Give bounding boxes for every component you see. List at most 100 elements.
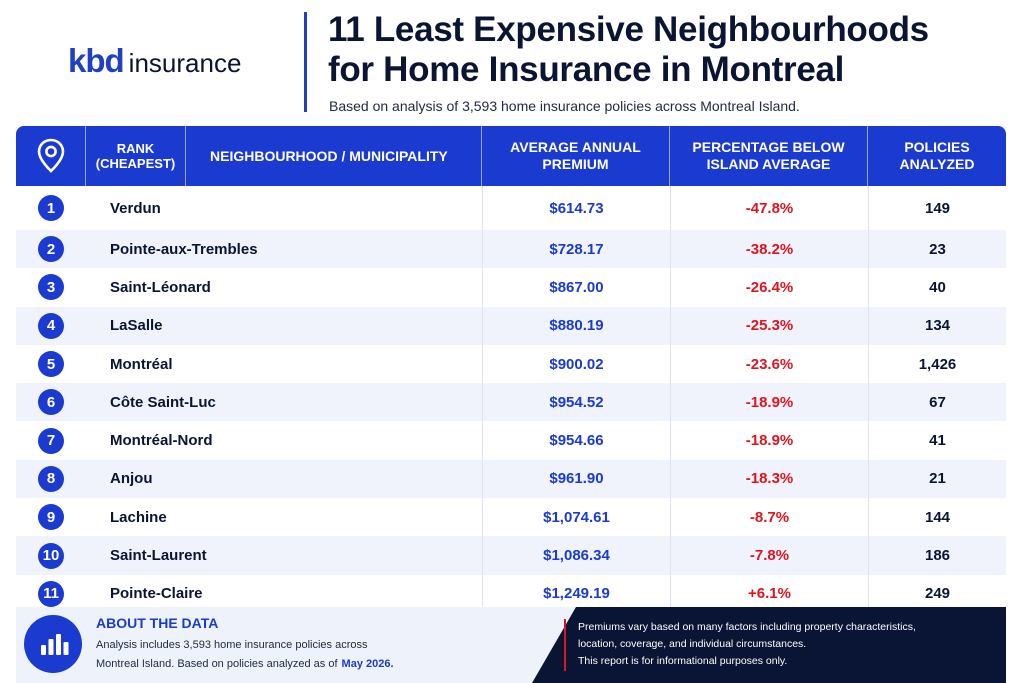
policies-cell: 186 [868,536,1006,575]
neighbourhood-cell: Montréal-Nord [110,432,213,450]
rank-badge: 5 [38,351,64,378]
about-line-1: Analysis includes 3,593 home insurance p… [96,639,368,651]
neighbourhood-cell: Anjou [110,470,153,488]
neighbourhood-cell: Côte Saint-Luc [110,393,216,411]
logo-brand: kbd [68,42,125,79]
rank-badge: 11 [38,580,64,607]
rank-badge: 2 [38,236,64,263]
premium-cell: $1,249.19 [482,574,670,613]
header-premium-l2: PREMIUM [542,156,609,172]
rank-badge: 4 [38,312,64,339]
table-row: 3 Saint-Léonard $867.00 -26.4% 40 [16,268,1006,307]
title-line-1: 11 Least Expensive Neighbourhoods [328,10,929,49]
percentage-cell: -18.9% [670,383,868,422]
table-row: 10 Saint-Laurent $1,086.34 -7.8% 186 [16,536,1006,575]
table-body: 1 Verdun $614.73 -47.8% 149 2 Pointe-aux-Tremb… [16,186,1006,613]
rank-cell: 8 [16,460,86,498]
premium-cell: $1,086.34 [482,536,670,575]
rank-cell: 1 [16,186,86,230]
premium-cell: $954.52 [482,383,670,422]
header: kbd insurance 11 Least Expensive Neighbo… [0,0,1024,120]
rank-cell: 4 [16,307,86,345]
ranking-table: RANK (CHEAPEST) NEIGHBOURHOOD / MUNICIPA… [16,126,1006,613]
rank-badge: 3 [38,274,64,301]
bar-chart-icon [41,634,69,655]
header-policies-l1: POLICIES [904,139,970,155]
header-divider [304,12,307,112]
percentage-cell: -23.6% [670,344,868,384]
premium-cell: $614.73 [482,186,670,230]
page-title: 11 Least Expensive Neighbourhoods for Ho… [328,10,929,90]
rank-cell: 11 [16,575,86,613]
about-line-2-wrap: Montreal Island. Based on policies analy… [96,655,426,674]
percentage-cell: -26.4% [670,268,868,307]
page-subtitle: Based on analysis of 3,593 home insuranc… [329,98,800,114]
rank-badge: 1 [38,195,64,221]
policies-cell: 67 [868,383,1006,422]
disclaimer-accent-bar [564,619,566,671]
premium-cell: $961.90 [482,459,670,499]
table-row: 8 Anjou $961.90 -18.3% 21 [16,459,1006,499]
about-title: ABOUT THE DATA [96,615,219,631]
premium-cell: $880.19 [482,306,670,345]
policies-cell: 21 [868,459,1006,499]
rank-badge: 6 [38,389,64,416]
about-data-panel: ABOUT THE DATA Analysis includes 3,593 h… [16,607,576,683]
neighbourhood-cell: Saint-Laurent [110,547,207,565]
rank-badge: 10 [38,542,64,569]
header-pct-l2: ISLAND AVERAGE [706,156,831,172]
policies-cell: 41 [868,421,1006,460]
neighbourhood-cell: Pointe-aux-Trembles [110,240,258,258]
title-line-2: for Home Insurance in Montreal [328,50,845,89]
premium-cell: $1,074.61 [482,498,670,537]
header-percentage: PERCENTAGE BELOW ISLAND AVERAGE [670,126,868,186]
premium-cell: $900.02 [482,344,670,384]
table-row: 1 Verdun $614.73 -47.8% 149 [16,186,1006,230]
header-pct-l1: PERCENTAGE BELOW [692,139,845,155]
header-rank-label: RANK [116,141,155,156]
table-row: 5 Montréal $900.02 -23.6% 1,426 [16,344,1006,384]
policies-cell: 40 [868,268,1006,307]
policies-cell: 1,426 [868,344,1006,384]
rank-cell: 5 [16,345,86,383]
neighbourhood-cell: LaSalle [110,317,163,335]
disclaimer-line-1: Premiums vary based on many factors incl… [578,621,916,633]
neighbourhood-cell: Pointe-Claire [110,585,203,603]
percentage-cell: -47.8% [670,186,868,230]
header-premium-l1: AVERAGE ANNUAL [510,139,641,155]
header-rank-sub: (CHEAPEST) [95,156,176,171]
header-premium: AVERAGE ANNUAL PREMIUM [482,126,670,186]
neighbourhood-cell: Saint-Léonard [110,278,211,296]
percentage-cell: -8.7% [670,498,868,537]
disclaimer-text: Premiums vary based on many factors incl… [578,619,988,670]
policies-cell: 149 [868,186,1006,230]
table-row: 11 Pointe-Claire $1,249.19 +6.1% 249 [16,574,1006,613]
header-neighbourhood: NEIGHBOURHOOD / MUNICIPALITY [186,126,482,186]
disclaimer-panel [532,607,1006,683]
table-row: 4 LaSalle $880.19 -25.3% 134 [16,306,1006,345]
disclaimer-line-2: location, coverage, and individual circu… [578,638,807,650]
table-row: 6 Côte Saint-Luc $954.52 -18.9% 67 [16,383,1006,422]
table-row: 9 Lachine $1,074.61 -8.7% 144 [16,498,1006,537]
policies-cell: 134 [868,306,1006,345]
premium-cell: $954.66 [482,421,670,460]
rank-badge: 7 [38,427,64,454]
table-row: 2 Pointe-aux-Trembles $728.17 -38.2% 23 [16,230,1006,269]
rank-cell: 2 [16,230,86,268]
footer: ABOUT THE DATA Analysis includes 3,593 h… [16,607,1006,683]
table-header: RANK (CHEAPEST) NEIGHBOURHOOD / MUNICIPA… [16,126,1006,186]
policies-cell: 249 [868,574,1006,613]
table-row: 7 Montréal-Nord $954.66 -18.9% 41 [16,421,1006,460]
percentage-cell: -25.3% [670,306,868,345]
neighbourhood-cell: Lachine [110,508,167,526]
neighbourhood-cell: Montréal [110,355,173,373]
rank-cell: 3 [16,268,86,306]
percentage-cell: +6.1% [670,574,868,613]
kbd-insurance-logo: kbd insurance [68,42,241,80]
premium-cell: $867.00 [482,268,670,307]
disclaimer-line-3: This report is for informational purpose… [578,655,788,667]
percentage-cell: -18.9% [670,421,868,460]
about-date: May 2026. [341,658,394,670]
rank-cell: 9 [16,498,86,536]
about-text: Analysis includes 3,593 home insurance p… [96,636,426,674]
